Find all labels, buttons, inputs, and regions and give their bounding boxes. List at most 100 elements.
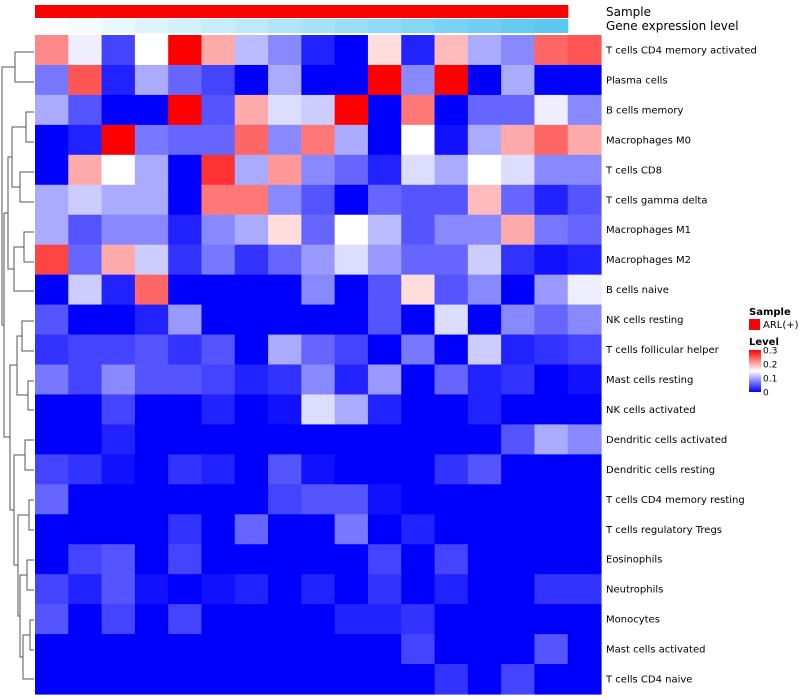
- heatmap-cell: [534, 94, 569, 126]
- heatmap-cell: [35, 154, 69, 186]
- heatmap-cell: [367, 94, 402, 126]
- heatmap-cell: [401, 244, 436, 276]
- heatmap-cell: [168, 35, 203, 66]
- heatmap-cell: [234, 604, 269, 635]
- heatmap-cell: [501, 514, 536, 545]
- heatmap-cell: [434, 394, 469, 425]
- expression-track-cell: [467, 19, 502, 33]
- heatmap-cell: [101, 664, 136, 695]
- heatmap-cell: [334, 304, 369, 336]
- heatmap-cell: [501, 484, 536, 515]
- heatmap-cell: [334, 274, 369, 306]
- heatmap-cell: [367, 124, 402, 156]
- heatmap-cell: [534, 304, 569, 336]
- heatmap-cell: [401, 364, 436, 396]
- heatmap-cell: [168, 424, 203, 455]
- heatmap-cell: [501, 334, 536, 366]
- heatmap-cell: [201, 64, 236, 96]
- heatmap-cell: [168, 94, 203, 126]
- sample-track-cell: [35, 5, 69, 18]
- heatmap-cell: [567, 154, 602, 186]
- heatmap-cell: [434, 274, 469, 306]
- heatmap-cell: [434, 184, 469, 216]
- row-label: B cells naive: [606, 285, 669, 296]
- heatmap-cell: [567, 94, 602, 126]
- heatmap-cell: [268, 664, 302, 695]
- heatmap-cell: [501, 124, 536, 156]
- heatmap-cell: [501, 304, 536, 336]
- heatmap-cell: [101, 394, 136, 425]
- heatmap-cell: [168, 544, 203, 575]
- heatmap-cell: [334, 214, 369, 246]
- heatmap-cell: [534, 64, 569, 96]
- row-label: Plasma cells: [606, 75, 668, 86]
- expression-track-cell: [168, 19, 203, 33]
- heatmap-cell: [101, 604, 136, 635]
- heatmap-cell: [35, 35, 69, 66]
- heatmap-cell: [268, 514, 302, 545]
- row-labels: T cells CD4 memory activated Plasma cells…: [605, 45, 757, 685]
- sample-track-cell: [168, 5, 203, 18]
- heatmap-cell: [35, 574, 69, 605]
- heatmap-cell: [501, 664, 536, 695]
- heatmap-cell: [334, 664, 369, 695]
- heatmap-cell: [301, 184, 336, 216]
- heatmap-cell: [268, 544, 302, 575]
- expression-track-cell: [301, 19, 336, 33]
- heatmap-cell: [168, 514, 203, 545]
- heatmap-cell: [134, 94, 169, 126]
- heatmap-cell: [101, 334, 136, 366]
- row-label: Macrophages M0: [606, 135, 691, 146]
- heatmap-cell: [434, 214, 469, 246]
- heatmap-cell: [367, 274, 402, 306]
- heatmap-cell: [35, 184, 69, 216]
- heatmap-cell: [567, 514, 602, 545]
- heatmap-cell: [367, 394, 402, 425]
- heatmap-cell: [334, 364, 369, 396]
- sample-track-cell: [234, 5, 269, 18]
- row-label: T cells regulatory Tregs: [605, 525, 722, 536]
- heatmap-cell: [35, 304, 69, 336]
- heatmap-cell: [35, 124, 69, 156]
- heatmap-cell: [168, 364, 203, 396]
- sample-track-label: Sample: [606, 5, 651, 19]
- heatmap-cell: [234, 35, 269, 66]
- heatmap-cell: [68, 124, 103, 156]
- heatmap-cell: [201, 454, 236, 485]
- heatmap-cell: [234, 544, 269, 575]
- heatmap-cell: [134, 124, 169, 156]
- heatmap-cell: [567, 634, 602, 665]
- heatmap-cell: [201, 664, 236, 695]
- heatmap-cell: [268, 574, 302, 605]
- sample-track-cell: [501, 5, 536, 18]
- heatmap-cell: [501, 454, 536, 485]
- level-tick-label: 0.3: [763, 347, 777, 357]
- heatmap-cell: [234, 304, 269, 336]
- heatmap-cell: [101, 304, 136, 336]
- heatmap-cell: [301, 394, 336, 425]
- heatmap-cell: [501, 364, 536, 396]
- heatmap-cells: [35, 35, 602, 695]
- heatmap-cell: [201, 634, 236, 665]
- sample-legend-swatch: [749, 319, 760, 330]
- heatmap-cell: [334, 394, 369, 425]
- heatmap-cell: [401, 35, 436, 66]
- heatmap-cell: [367, 604, 402, 635]
- heatmap-cell: [35, 244, 69, 276]
- heatmap-cell: [134, 154, 169, 186]
- row-label: Macrophages M1: [606, 225, 691, 236]
- heatmap-cell: [501, 604, 536, 635]
- heatmap-cell: [234, 154, 269, 186]
- heatmap-cell: [168, 454, 203, 485]
- heatmap-cell: [367, 364, 402, 396]
- heatmap-cell: [501, 214, 536, 246]
- heatmap-cell: [268, 364, 302, 396]
- heatmap-cell: [367, 484, 402, 515]
- heatmap-cell: [201, 574, 236, 605]
- row-label: Neutrophils: [606, 585, 663, 596]
- heatmap-cell: [35, 484, 69, 515]
- heatmap-cell: [434, 454, 469, 485]
- heatmap-cell: [101, 634, 136, 665]
- heatmap-cell: [434, 484, 469, 515]
- heatmap-cell: [434, 574, 469, 605]
